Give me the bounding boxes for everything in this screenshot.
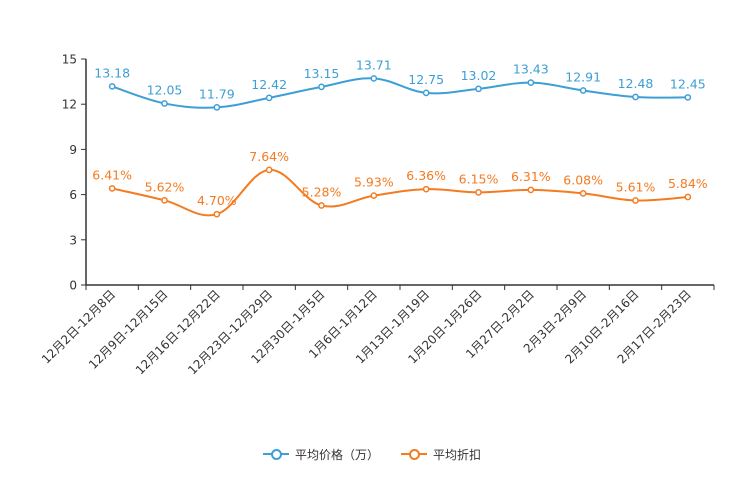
discount-data-label: 6.31% [511,169,551,184]
discount-data-label: 5.84% [668,176,708,191]
price-data-label: 12.45 [670,76,706,91]
legend-discount-swatch-icon [401,447,427,461]
discount-data-label: 5.62% [145,179,185,194]
price-point [213,104,221,111]
price-point [422,89,430,97]
legend: 平均价格（万） 平均折扣 [0,443,744,465]
discount-data-label: 5.61% [616,179,656,194]
discount-point [318,202,325,209]
discount-point [684,193,692,201]
price-data-label: 12.48 [618,76,654,91]
price-data-label: 13.18 [94,65,130,80]
series-discount: 6.41% 5.62% 4.70% 7.64% 5.28% 5.93% 6.36% 6.15%… [92,149,708,218]
discount-point [475,188,482,196]
price-point [108,83,116,90]
legend-discount-dot [409,449,420,460]
price-data-label: 13.43 [513,62,549,77]
legend-price-label: 平均价格（万） [294,447,379,462]
y-tick-label: 0 [69,279,77,293]
discount-data-label: 7.64% [249,149,289,164]
price-point [527,79,535,87]
price-data-label: 13.71 [356,57,392,72]
y-tick-label: 6 [69,188,77,202]
discount-data-label: 6.08% [563,172,603,187]
price-point [632,93,639,101]
series-price-line [111,77,688,109]
discount-point [161,196,168,204]
legend-price-swatch-icon [262,447,289,461]
series-price: 13.18 12.05 11.79 12.42 13.15 13.71 12.75 13.02… [94,57,706,111]
discount-point [579,190,587,197]
discount-data-label: 6.41% [92,167,132,182]
axes: 0369121512月2日-12月8日12月9日-12月15日12月16日-12… [39,53,715,377]
price-point [475,85,482,93]
price-point [318,83,325,91]
price-data-label: 12.75 [408,72,444,87]
legend-price-dot [270,449,282,460]
discount-point [108,185,116,192]
y-tick-label: 3 [69,233,77,247]
legend-discount-label: 平均折扣 [433,447,482,462]
price-point [265,94,273,102]
discount-point [632,197,639,204]
price-data-label: 12.91 [565,69,601,84]
discount-point [422,185,430,193]
price-data-label: 12.42 [251,77,287,92]
discount-data-label: 4.70% [197,193,237,208]
price-data-label: 12.05 [147,82,183,97]
legend-item-price[interactable]: 平均价格（万） [262,446,379,463]
series-layer: 13.18 12.05 11.79 12.42 13.15 13.71 12.75 13.02… [92,57,708,218]
legend-item-discount[interactable]: 平均折扣 [401,446,481,463]
price-data-label: 11.79 [199,86,235,101]
y-tick-label: 9 [69,143,77,157]
y-tick-label: 12 [62,98,77,112]
y-tick-label: 15 [62,53,77,67]
price-point [370,75,378,82]
price-point [684,94,692,101]
discount-data-label: 5.93% [354,175,394,190]
discount-point [527,186,535,194]
price-point [579,87,587,94]
price-data-label: 13.02 [461,68,497,83]
discount-point [370,192,378,200]
discount-point [213,210,221,218]
discount-data-label: 5.28% [302,184,342,199]
discount-point [265,166,273,174]
discount-data-label: 6.15% [459,171,499,186]
price-point [161,100,168,107]
discount-data-label: 6.36% [406,168,446,183]
price-data-label: 13.15 [304,66,340,81]
